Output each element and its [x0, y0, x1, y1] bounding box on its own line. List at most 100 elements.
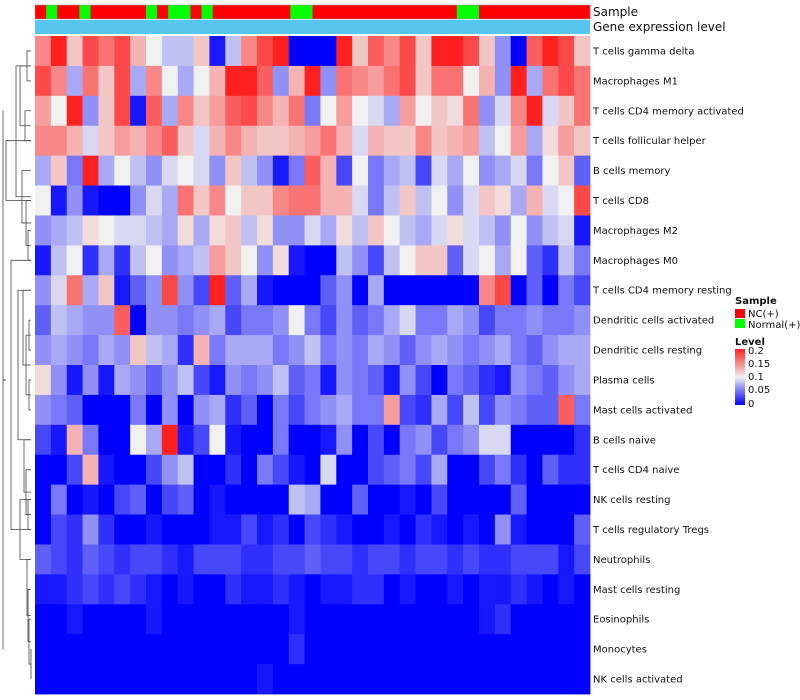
heatmap-cell: [66, 365, 83, 396]
heatmap-cell: [98, 305, 115, 336]
heatmap-cell: [368, 604, 385, 635]
heatmap-cell: [82, 185, 99, 216]
heatmap-cell: [193, 125, 210, 157]
heatmap-cell: [35, 305, 52, 336]
heatmap-cell: [272, 454, 290, 486]
heatmap-cell: [479, 664, 496, 695]
heatmap-cell: [114, 95, 131, 127]
heatmap-cell: [272, 65, 290, 97]
heatmap-cell: [177, 305, 194, 336]
sample-annotation-cell: [290, 5, 302, 19]
heatmap-cell: [225, 65, 242, 97]
heatmap-cell: [574, 634, 591, 665]
heatmap-cell: [574, 65, 591, 97]
heatmap-cell: [209, 275, 226, 306]
heatmap-cell: [50, 125, 68, 157]
heatmap-cell: [225, 394, 242, 426]
row-label: Plasma cells: [593, 375, 655, 386]
heatmap-cell: [336, 65, 353, 97]
heatmap-cell: [66, 215, 83, 246]
heatmap-cell: [288, 424, 305, 456]
heatmap-cell: [368, 155, 385, 186]
heatmap-cell: [320, 65, 337, 97]
heatmap-cell: [526, 424, 543, 456]
sample-annotation-cell: [301, 5, 313, 19]
heatmap-cell: [368, 634, 385, 665]
heatmap-cell: [257, 454, 274, 486]
heatmap-cell: [479, 125, 496, 157]
heatmap-cell: [130, 65, 147, 97]
heatmap-cell: [50, 95, 68, 127]
row-label: T cells CD4 memory activated: [592, 106, 744, 117]
heatmap-cell: [542, 514, 559, 545]
heatmap-cell: [399, 514, 416, 545]
heatmap-cell: [336, 155, 353, 186]
heatmap-cell: [383, 215, 401, 246]
sample-annotation-cell: [179, 5, 191, 19]
heatmap-cell: [447, 544, 464, 575]
heatmap-cell: [257, 36, 274, 67]
heatmap-cell: [399, 185, 416, 216]
heatmap-cell: [383, 275, 401, 306]
heatmap-cell: [368, 305, 385, 336]
heatmap-cell: [447, 394, 464, 426]
heatmap-cell: [431, 245, 448, 276]
heatmap-cell: [558, 574, 575, 605]
heatmap-cell: [368, 514, 385, 545]
heatmap-cell: [161, 245, 179, 276]
heatmap-cell: [336, 514, 353, 545]
heatmap-cell: [82, 484, 99, 515]
heatmap-cell: [463, 365, 480, 396]
heatmap-cell: [320, 185, 337, 216]
heatmap-cell: [352, 514, 369, 545]
heatmap-cell: [479, 574, 496, 605]
heatmap-cell: [526, 484, 543, 515]
sample-annotation-cell: [445, 5, 458, 19]
sample-annotation-bar: [34, 4, 591, 20]
heatmap-cell: [304, 65, 321, 97]
heatmap-cell: [98, 664, 115, 695]
heatmap-cell: [114, 305, 131, 336]
sample-annotation-cell: [68, 5, 80, 19]
heatmap-cell: [431, 215, 448, 246]
heatmap-cell: [574, 125, 591, 157]
heatmap-cell: [130, 155, 147, 186]
heatmap-cell: [510, 484, 527, 515]
heatmap-cell: [241, 394, 258, 426]
heatmap-cell: [510, 125, 527, 157]
heatmap-cell: [558, 155, 575, 186]
heatmap-cell: [130, 634, 147, 665]
heatmap-cell: [146, 514, 163, 545]
heatmap-cell: [193, 514, 210, 545]
heatmap-cell: [542, 394, 559, 426]
heatmap-cell: [479, 215, 496, 246]
heatmap-cell: [336, 634, 353, 665]
heatmap-cell: [241, 454, 258, 486]
heatmap-cell: [542, 215, 559, 246]
heatmap-cell: [494, 365, 512, 396]
heatmap-cell: [494, 394, 512, 426]
heatmap-cell: [209, 245, 226, 276]
row-label: Mast cells resting: [593, 585, 680, 596]
heatmap-cell: [114, 484, 131, 515]
legend-tick-0: 0: [748, 399, 754, 410]
heatmap-cell: [320, 664, 337, 695]
heatmap-cell: [193, 394, 210, 426]
heatmap-cell: [66, 335, 83, 366]
heatmap-cell: [146, 215, 163, 246]
sample-annotation-border: [34, 4, 591, 20]
heatmap-cell: [494, 664, 512, 695]
heatmap-cell: [510, 215, 527, 246]
heatmap-cell: [257, 365, 274, 396]
heatmap-cell: [415, 424, 432, 456]
sample-annotation-cell: [567, 5, 580, 19]
heatmap-cell: [272, 245, 290, 276]
heatmap-cell: [463, 215, 480, 246]
heatmap-cell: [352, 634, 369, 665]
heatmap-cell: [463, 245, 480, 276]
heatmap-cell: [304, 664, 321, 695]
heatmap-cell: [161, 544, 179, 575]
heatmap-cell: [98, 335, 115, 366]
heatmap-cell: [542, 664, 559, 695]
heatmap-cell: [526, 544, 543, 575]
